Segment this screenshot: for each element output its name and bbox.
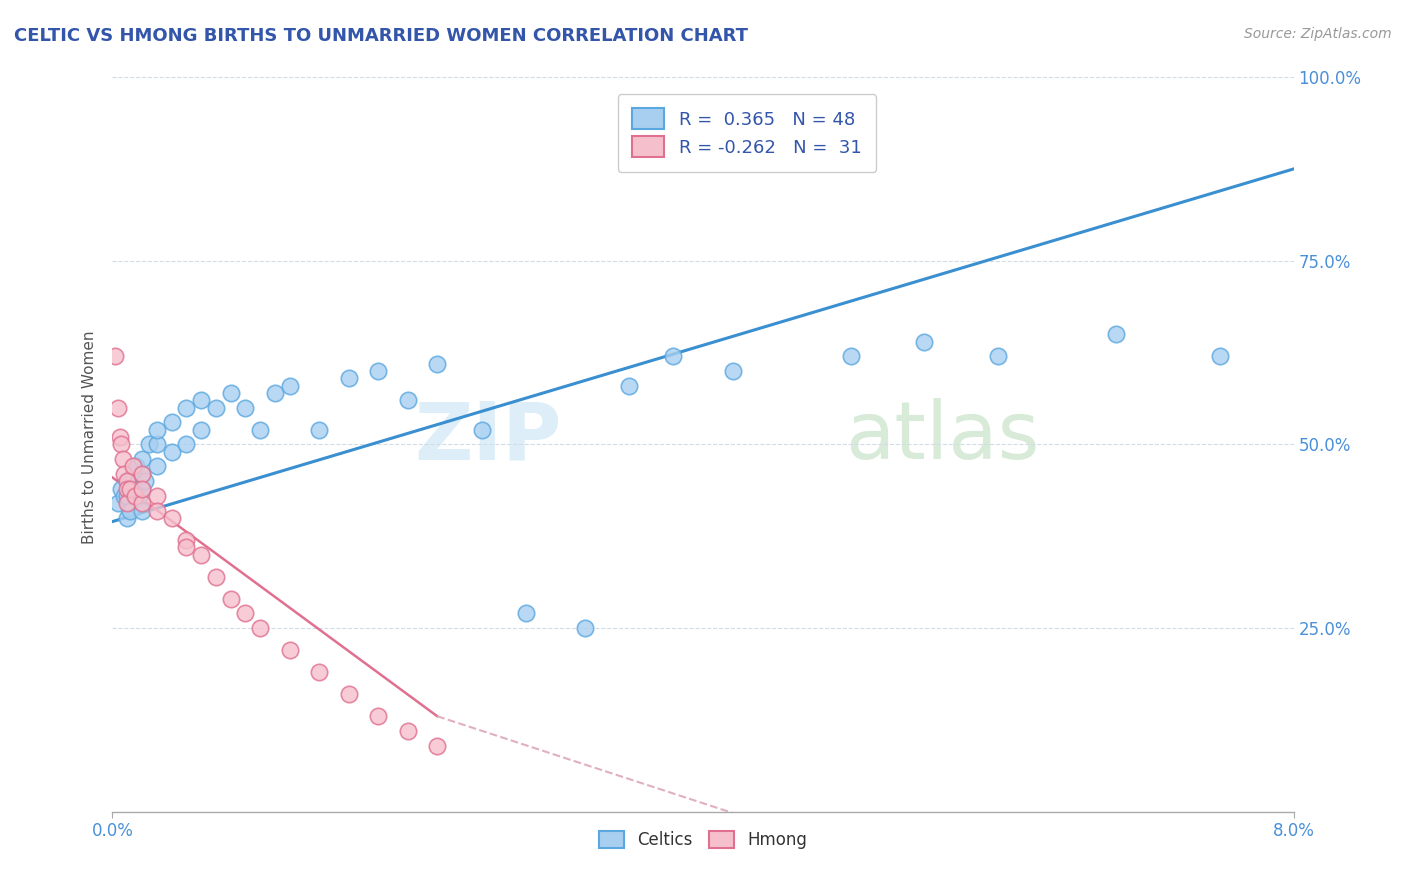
Point (174, 401, 197, 415)
Point (308, 665, 330, 680)
Point (117, 511, 138, 525)
Point (471, 423, 494, 437)
Point (308, 423, 330, 437)
Point (233, 401, 256, 415)
Point (124, 489, 146, 503)
Point (219, 386, 242, 401)
Point (120, 482, 142, 496)
Point (160, 511, 183, 525)
Point (174, 541, 197, 555)
Point (138, 437, 160, 451)
Point (124, 482, 146, 496)
Point (120, 503, 142, 517)
Point (131, 467, 153, 481)
Point (174, 437, 197, 451)
Point (219, 591, 242, 606)
Point (249, 621, 271, 635)
Text: Source: ZipAtlas.com: Source: ZipAtlas.com (1244, 27, 1392, 41)
Text: atlas: atlas (845, 398, 1039, 476)
Point (117, 474, 138, 488)
Y-axis label: Births to Unmarried Women: Births to Unmarried Women (82, 330, 97, 544)
Point (146, 459, 169, 474)
Point (337, 687, 360, 701)
Point (174, 533, 197, 547)
Point (396, 393, 419, 408)
Point (619, 378, 641, 392)
Point (426, 357, 449, 371)
Point (146, 437, 169, 451)
Point (104, 349, 127, 363)
Point (134, 474, 156, 488)
Point (426, 739, 449, 753)
Point (125, 459, 148, 474)
Point (160, 416, 183, 430)
Point (190, 423, 212, 437)
Point (117, 482, 138, 496)
Text: CELTIC VS HMONG BIRTHS TO UNMARRIED WOMEN CORRELATION CHART: CELTIC VS HMONG BIRTHS TO UNMARRIED WOME… (14, 27, 748, 45)
Point (117, 489, 138, 503)
Point (1105, 327, 1128, 342)
Point (264, 386, 287, 401)
Point (107, 401, 129, 415)
Point (122, 467, 145, 481)
Point (146, 503, 169, 517)
Point (131, 467, 153, 481)
Point (110, 437, 132, 451)
Point (662, 349, 685, 363)
Point (131, 482, 153, 496)
Point (112, 467, 135, 481)
Point (117, 474, 138, 488)
Point (160, 444, 183, 458)
Point (987, 349, 1010, 363)
Point (112, 489, 135, 503)
Point (205, 401, 228, 415)
Point (515, 607, 537, 621)
Legend: Celtics, Hmong: Celtics, Hmong (592, 824, 814, 855)
Point (110, 482, 132, 496)
Point (131, 503, 153, 517)
Point (190, 548, 212, 562)
Text: ZIP: ZIP (413, 398, 561, 476)
Point (278, 378, 301, 392)
Point (146, 423, 169, 437)
Point (122, 459, 145, 474)
Point (233, 607, 256, 621)
Point (131, 452, 153, 467)
Point (914, 334, 936, 349)
Point (128, 489, 150, 503)
Point (367, 709, 389, 723)
Point (839, 349, 862, 363)
Point (107, 496, 129, 510)
Point (108, 430, 131, 444)
Point (131, 496, 153, 510)
Point (1208, 349, 1232, 363)
Point (249, 423, 271, 437)
Point (396, 723, 419, 738)
Point (574, 621, 596, 635)
Point (146, 489, 169, 503)
Point (190, 393, 212, 408)
Point (721, 364, 744, 378)
Point (367, 364, 389, 378)
Point (117, 496, 138, 510)
Point (205, 569, 228, 583)
Point (278, 643, 301, 657)
Point (337, 371, 360, 385)
Point (131, 482, 153, 496)
Point (111, 452, 134, 467)
